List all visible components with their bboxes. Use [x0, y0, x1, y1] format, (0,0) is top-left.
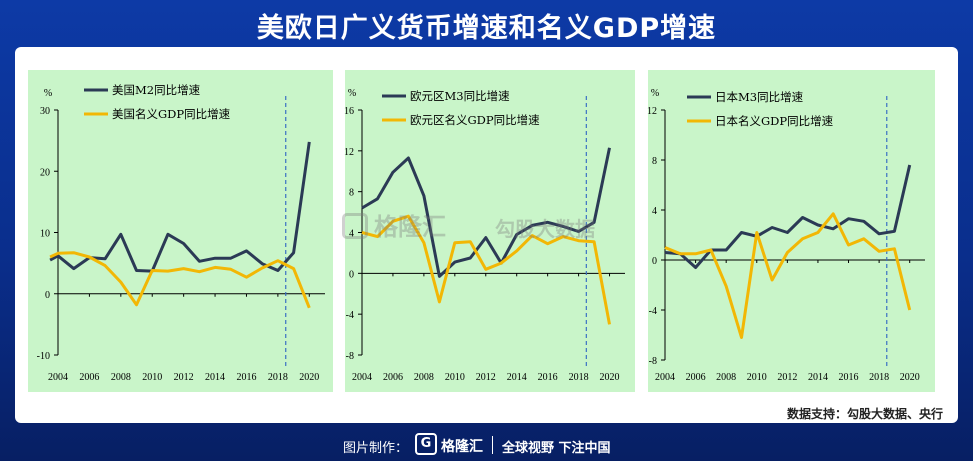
x-tick-label: 2008	[111, 372, 131, 383]
y-tick-label: 0	[349, 269, 354, 280]
watermark-brand: 格隆汇	[374, 213, 446, 241]
x-tick-label: 2004	[655, 372, 675, 383]
x-tick-label: 2020	[299, 372, 319, 383]
footer-slogan: 全球视野 下注中国	[502, 441, 611, 456]
y-tick-label: -10	[37, 351, 50, 362]
y-tick-label: 30	[40, 106, 50, 117]
x-tick-label: 2012	[476, 372, 496, 383]
x-tick-label: 2020	[900, 372, 920, 383]
y-tick-label: 12	[344, 147, 354, 158]
x-tick-label: 2004	[48, 372, 68, 383]
x-tick-label: 2006	[686, 372, 706, 383]
y-tick-label: -8	[346, 351, 354, 362]
series-line-money	[49, 141, 311, 273]
y-tick-label: 8	[652, 156, 657, 167]
y-tick-label: 0	[45, 290, 50, 301]
legend-label: 日本M3同比增速	[715, 90, 804, 104]
y-tick-label: 0	[652, 256, 657, 267]
y-tick-label: -8	[649, 356, 657, 367]
y-unit-label: %	[44, 88, 52, 99]
plot-background	[28, 70, 333, 392]
x-tick-label: 2006	[383, 372, 403, 383]
legend-label: 美国M2同比增速	[112, 83, 201, 97]
y-tick-label: 16	[344, 106, 354, 117]
y-tick-label: -4	[346, 310, 354, 321]
x-tick-label: 2012	[777, 372, 797, 383]
y-unit-label: %	[348, 88, 356, 99]
y-tick-label: 12	[647, 106, 657, 117]
x-tick-label: 2004	[352, 372, 372, 383]
watermark-logo-icon	[342, 213, 368, 239]
series-line-gdp	[49, 251, 311, 309]
legend-label: 美国名义GDP同比增速	[112, 107, 231, 121]
legend-label: 欧元区M3同比增速	[410, 89, 510, 103]
x-tick-label: 2008	[716, 372, 736, 383]
x-tick-label: 2020	[600, 372, 620, 383]
y-tick-label: 20	[40, 167, 50, 178]
footer-brand: 格隆汇	[441, 439, 483, 455]
y-tick-label: 10	[40, 229, 50, 240]
y-unit-label: %	[651, 88, 659, 99]
footer-made-by: 图片制作：	[343, 441, 409, 456]
x-tick-label: 2018	[569, 372, 589, 383]
x-tick-label: 2014	[205, 372, 225, 383]
x-tick-label: 2010	[747, 372, 767, 383]
x-tick-label: 2016	[839, 372, 859, 383]
x-tick-label: 2010	[142, 372, 162, 383]
x-tick-label: 2014	[808, 372, 828, 383]
y-tick-label: 8	[349, 188, 354, 199]
y-tick-label: -4	[649, 306, 657, 317]
legend-label: 欧元区名义GDP同比增速	[410, 113, 540, 127]
x-tick-label: 2014	[507, 372, 527, 383]
x-tick-label: 2010	[445, 372, 465, 383]
y-tick-label: 4	[652, 206, 657, 217]
gelonghui-logo-icon: G	[415, 433, 437, 455]
x-tick-label: 2012	[174, 372, 194, 383]
legend-label: 日本名义GDP同比增速	[715, 114, 834, 128]
footer-divider	[492, 436, 493, 454]
x-tick-label: 2008	[414, 372, 434, 383]
watermark-site: 勾股大数据	[495, 217, 595, 241]
footer: 图片制作： G 格隆汇 全球视野 下注中国	[0, 430, 973, 461]
x-tick-label: 2016	[538, 372, 558, 383]
x-tick-label: 2018	[268, 372, 288, 383]
y-tick-label: 4	[349, 229, 354, 240]
page-title: 美欧日广义货币增速和名义GDP增速	[256, 13, 717, 44]
x-tick-label: 2018	[869, 372, 889, 383]
x-tick-label: 2006	[79, 372, 99, 383]
data-source: 数据支持：勾股大数据、央行	[786, 407, 943, 421]
x-tick-label: 2016	[236, 372, 256, 383]
